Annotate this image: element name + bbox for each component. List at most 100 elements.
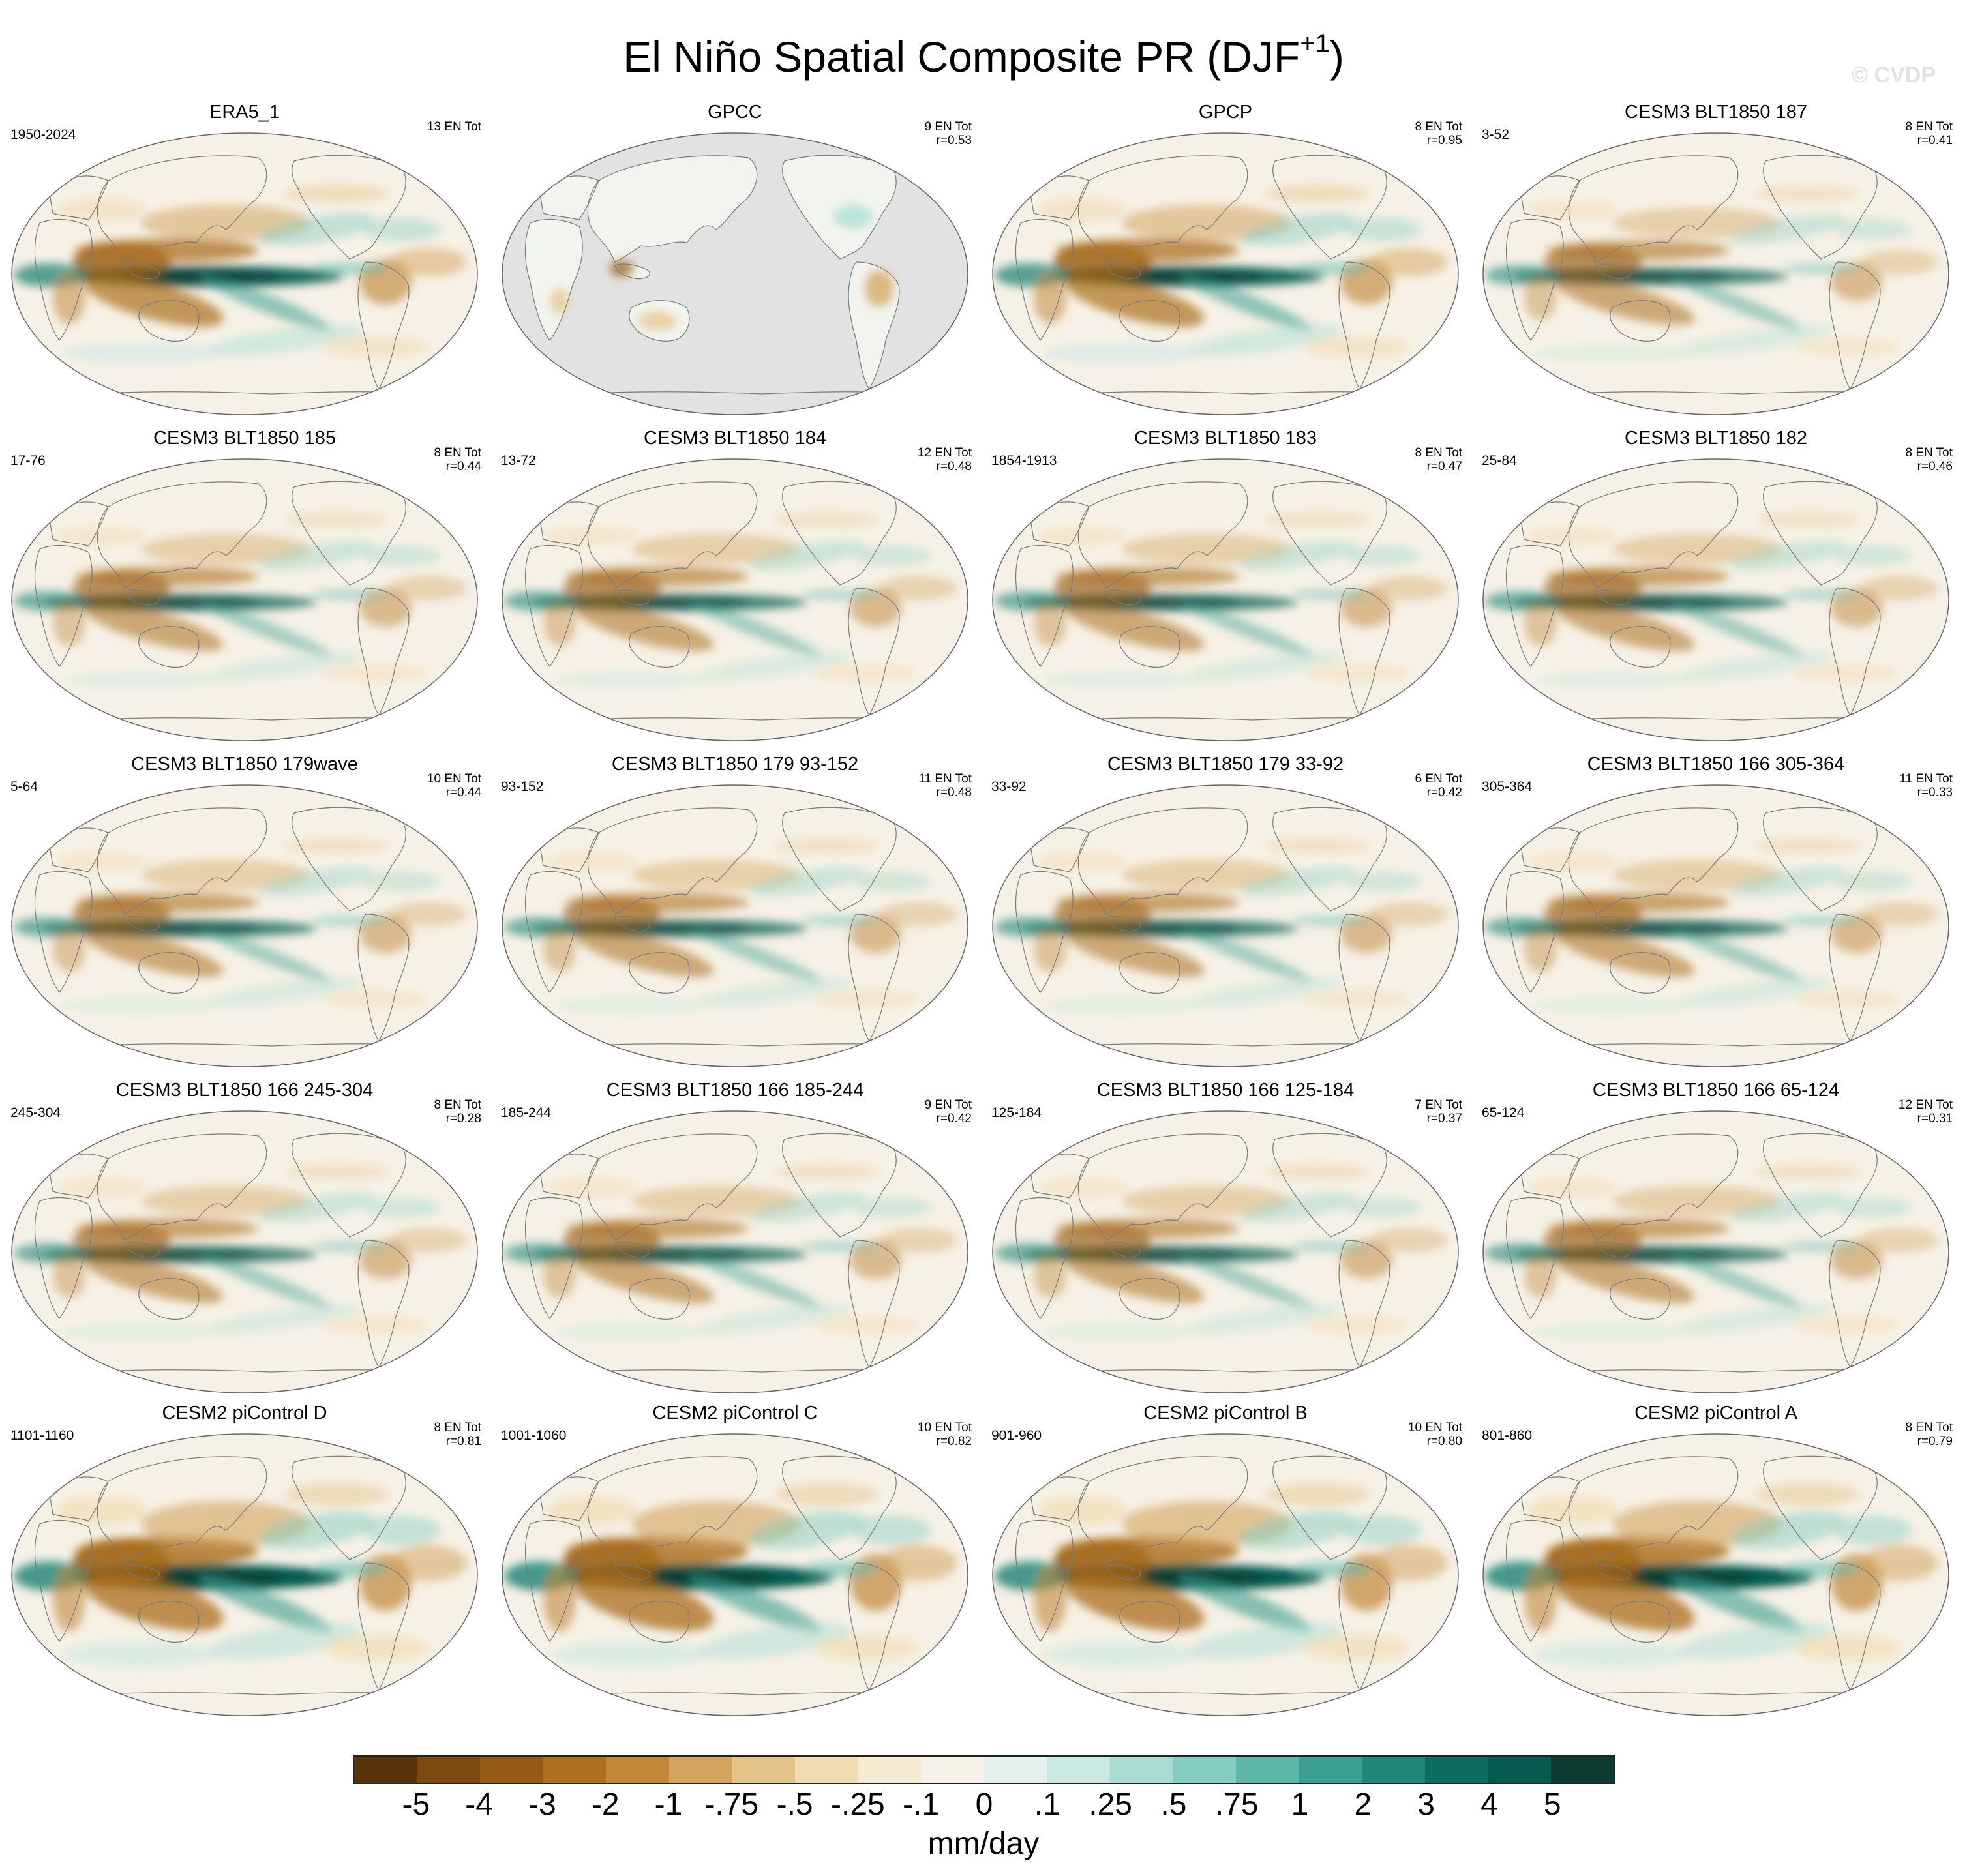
panel-period: 1854-1913 [991,453,1057,468]
panel-stats: 8 EN Tot r=0.81 [434,1421,481,1448]
event-count: 8 EN Tot [1905,1421,1953,1435]
precipitation-map [1482,1110,1949,1393]
panel-stats: 7 EN Tot r=0.37 [1415,1098,1462,1125]
pattern-correlation: r=0.44 [445,786,481,799]
panel-period: 801-860 [1482,1428,1533,1443]
panel-stats: 11 EN Tot r=0.48 [918,772,972,799]
colorbar-tick-label: 0 [975,1787,993,1822]
map-panel: CESM2 piControl B 901-960 10 EN Tot r=0.80 [981,1392,1470,1718]
panel-title: ERA5_1 [209,102,280,123]
panel-period: 1001-1060 [501,1428,567,1443]
colorbar-tick-label: 5 [1543,1787,1561,1822]
event-count: 10 EN Tot [917,1421,972,1435]
panel-stats: 6 EN Tot r=0.42 [1415,772,1462,799]
panel-period: 1950-2024 [10,127,76,142]
pattern-correlation: r=0.48 [936,786,972,799]
panel-stats: 8 EN Tot r=0.47 [1415,446,1462,473]
event-count: 7 EN Tot [1415,1098,1462,1112]
panel-title: CESM3 BLT1850 187 [1625,102,1807,123]
colorbar-tick-label: .5 [1160,1787,1187,1822]
colorbar-swatch [668,1757,732,1783]
panel-stats: 9 EN Tot r=0.53 [924,120,972,147]
map-panel-grid: ERA5_1 1950-2024 13 EN Tot GPCC 9 EN Tot r=0.… [0,91,1967,1718]
panel-stats: 8 EN Tot r=0.28 [434,1098,481,1125]
event-count: 9 EN Tot [924,120,972,134]
colorbar-swatch [1110,1757,1173,1783]
event-count: 8 EN Tot [434,446,481,460]
pattern-correlation: r=0.82 [936,1435,972,1448]
precipitation-map [1482,1433,1949,1716]
panel-stats: 8 EN Tot r=0.79 [1905,1421,1953,1448]
panel-stats: 8 EN Tot r=0.95 [1415,120,1462,147]
map-panel: CESM3 BLT1850 185 17-76 8 EN Tot r=0.44 [0,417,489,743]
pattern-correlation: r=0.42 [1426,786,1462,799]
event-count: 10 EN Tot [1407,1421,1462,1435]
panel-stats: 11 EN Tot r=0.33 [1899,772,1953,799]
panel-stats: 10 EN Tot r=0.82 [918,1421,972,1448]
panel-title: CESM2 piControl D [162,1403,327,1423]
pattern-correlation: r=0.33 [1917,786,1953,799]
panel-stats: 12 EN Tot r=0.31 [1899,1098,1953,1125]
map-panel: GPCC 9 EN Tot r=0.53 [490,91,980,417]
panel-period: 25-84 [1482,453,1517,468]
pattern-correlation: r=0.80 [1426,1435,1462,1448]
pattern-correlation: r=0.48 [936,460,972,473]
colorbar-swatch [543,1757,607,1783]
panel-period: 245-304 [10,1105,61,1120]
colorbar-swatch [606,1757,669,1783]
colorbar-tick-label: -.5 [776,1787,813,1822]
panel-title: CESM3 BLT1850 166 185-244 [606,1080,864,1101]
precipitation-map [1482,784,1949,1067]
colorbar-tick-label: -3 [528,1787,556,1822]
event-count: 9 EN Tot [924,1098,972,1112]
map-panel: CESM3 BLT1850 183 1854-1913 8 EN Tot r=0.47 [981,417,1470,743]
precipitation-map [992,1433,1459,1716]
panel-title: CESM3 BLT1850 183 [1134,428,1317,449]
panel-stats: 10 EN Tot r=0.80 [1408,1421,1462,1448]
event-count: 12 EN Tot [917,446,972,460]
panel-period: 13-72 [501,453,536,468]
panel-title: CESM3 BLT1850 184 [644,428,826,449]
colorbar-swatch [1236,1757,1299,1783]
colorbar-tick-label: -.1 [903,1787,940,1822]
colorbar-swatch [1551,1757,1614,1783]
event-count: 10 EN Tot [427,772,481,786]
colorbar-swatch [732,1757,796,1783]
precipitation-map [992,1110,1459,1393]
map-panel: CESM3 BLT1850 179 93-152 93-152 11 EN Tot r… [490,743,980,1069]
map-panel: ERA5_1 1950-2024 13 EN Tot [0,91,489,417]
panel-title: GPCC [708,102,762,123]
colorbar-swatch [795,1757,858,1783]
precipitation-map [11,1110,478,1393]
precipitation-map [502,784,968,1067]
panel-period: 93-152 [501,779,544,794]
colorbar-swatch [1362,1757,1426,1783]
colorbar-tick-label: -1 [654,1787,683,1822]
map-panel: CESM3 BLT1850 166 185-244 185-244 9 EN Tot… [490,1069,980,1395]
pattern-correlation: r=0.53 [936,134,972,147]
map-panel: GPCP 8 EN Tot r=0.95 [981,91,1470,417]
precipitation-map [502,1110,968,1393]
panel-stats: 10 EN Tot r=0.44 [427,772,481,799]
map-panel: CESM3 BLT1850 184 13-72 12 EN Tot r=0.48 [490,417,980,743]
panel-title: CESM3 BLT1850 166 65-124 [1592,1080,1840,1101]
map-panel: CESM2 piControl A 801-860 8 EN Tot r=0.79 [1471,1392,1960,1718]
panel-title: GPCP [1198,102,1253,123]
colorbar-tick-label: 3 [1417,1787,1435,1822]
colorbar-swatch [1488,1757,1552,1783]
colorbar-swatch [417,1757,481,1783]
colorbar-swatch [1047,1757,1111,1783]
panel-title: CESM3 BLT1850 185 [153,428,336,449]
map-panel: CESM2 piControl D 1101-1160 8 EN Tot r=0.81 [0,1392,489,1718]
panel-stats: 12 EN Tot r=0.48 [918,446,972,473]
panel-title: CESM3 BLT1850 166 305-364 [1587,754,1845,775]
colorbar-swatch [480,1757,543,1783]
colorbar-swatch [858,1757,922,1783]
map-panel: CESM3 BLT1850 166 65-124 65-124 12 EN Tot r… [1471,1069,1960,1395]
pattern-correlation: r=0.46 [1917,460,1953,473]
colorbar-labels: -5 -4 -3 -2 -1 -.75 -.5 -.25 -.1 0 .1 .25 .5 .75 1 2 3 4 5 [353,1787,1615,1826]
precipitation-map [992,132,1459,415]
event-count: 8 EN Tot [1415,120,1462,134]
event-count: 8 EN Tot [1905,120,1953,134]
map-panel: CESM3 BLT1850 182 25-84 8 EN Tot r=0.46 [1471,417,1960,743]
